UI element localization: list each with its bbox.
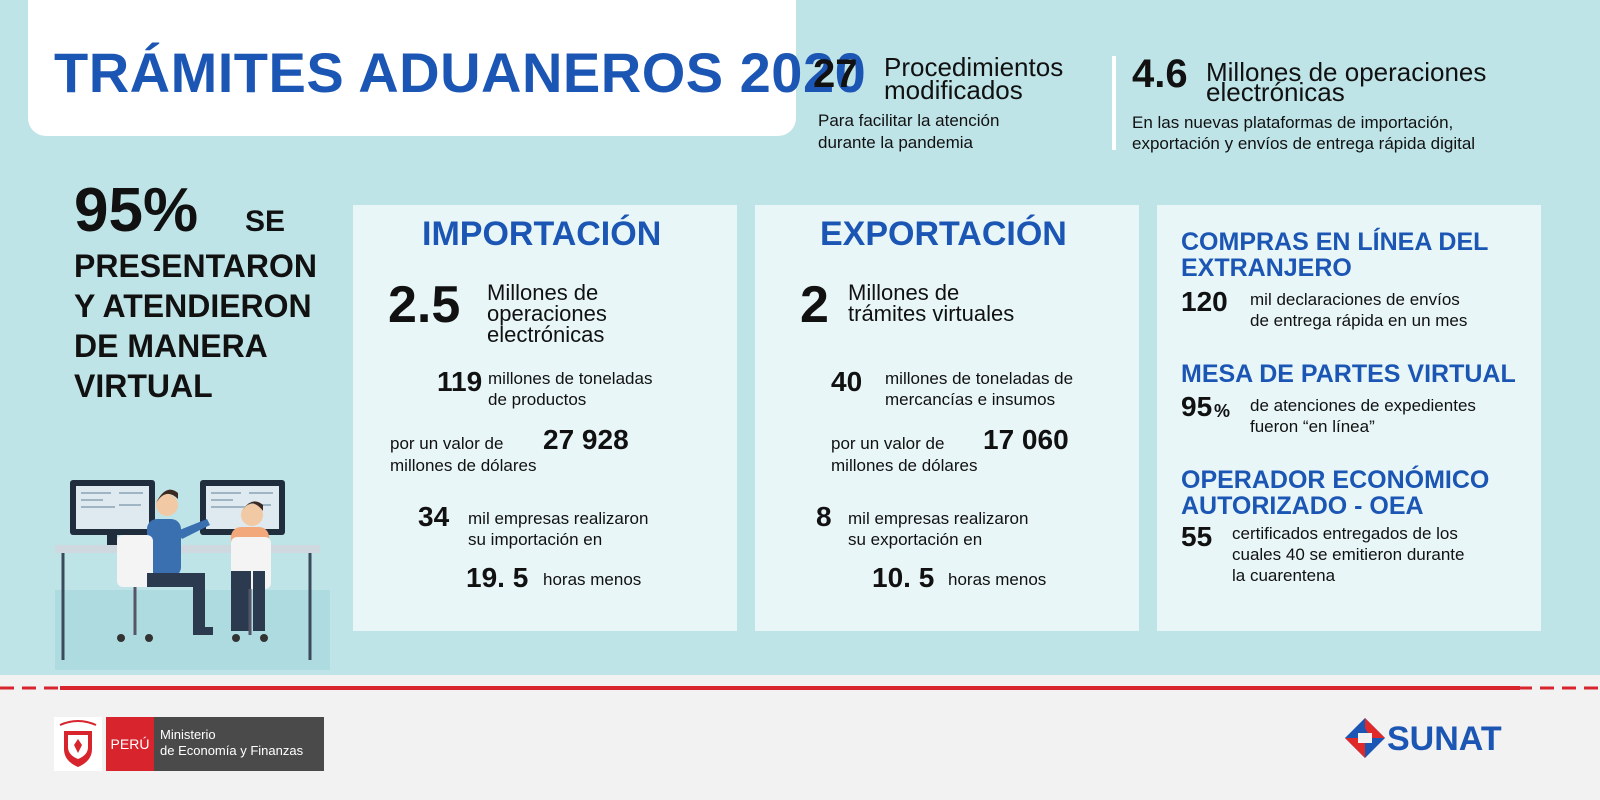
exportacion-value-number: 17 060 bbox=[983, 424, 1069, 455]
stats-divider bbox=[1112, 56, 1116, 150]
ministry-line: Ministerio bbox=[160, 727, 216, 742]
stat-procedures-number: 27 bbox=[813, 52, 858, 96]
importacion-hours-number: 19. 5 bbox=[466, 562, 529, 593]
sunat-wordmark: SUNAT bbox=[1387, 720, 1502, 758]
side-panel bbox=[1157, 205, 1541, 631]
oea-title: OPERADOR ECONÓMICO AUTORIZADO - OEA bbox=[1181, 467, 1489, 519]
stat-operations-label-1: Millones de operaciones bbox=[1206, 57, 1487, 87]
ministry-line: de Economía y Finanzas bbox=[160, 743, 304, 758]
sunat-emblem-icon bbox=[1345, 718, 1385, 758]
importacion-tons-number: 119 bbox=[437, 366, 483, 397]
exportacion-hours-number: 10. 5 bbox=[872, 562, 935, 593]
peru-coat-of-arms-icon bbox=[54, 717, 102, 771]
importacion-panel bbox=[353, 205, 737, 631]
exportacion-companies-line: su exportación en bbox=[848, 530, 983, 549]
importacion-companies-number: 34 bbox=[418, 501, 450, 532]
virtual-percent: 95% bbox=[74, 176, 199, 245]
virtual-line: PRESENTARON bbox=[74, 248, 317, 284]
oea-number: 55 bbox=[1181, 521, 1213, 552]
stat-operations-number: 4.6 bbox=[1132, 52, 1188, 96]
virtual-line: VIRTUAL bbox=[74, 368, 213, 404]
mesa-title: MESA DE PARTES VIRTUAL bbox=[1181, 360, 1516, 388]
compras-title: COMPRAS EN LÍNEA DEL EXTRANJERO bbox=[1181, 229, 1488, 281]
virtual-statement: PRESENTARON Y ATENDIERON DE MANERA VIRTU… bbox=[74, 246, 317, 406]
virtual-se: SE bbox=[245, 205, 286, 238]
title-card bbox=[28, 0, 796, 136]
oea-title-line: OPERADOR ECONÓMICO bbox=[1181, 466, 1490, 494]
importacion-big-number: 2.5 bbox=[388, 276, 461, 334]
importacion-tons-line: de productos bbox=[488, 390, 587, 409]
oea-line: certificados entregados de los bbox=[1232, 524, 1458, 543]
exportacion-companies-line: mil empresas realizaron bbox=[848, 509, 1029, 528]
importacion-big-label-line: operaciones bbox=[487, 301, 607, 326]
importacion-value-number: 27 928 bbox=[543, 424, 629, 455]
exportacion-panel bbox=[755, 205, 1139, 631]
stat-operations-note-1: En las nuevas plataformas de importación… bbox=[1132, 113, 1454, 132]
mesa-line: de atenciones de expedientes bbox=[1250, 396, 1476, 415]
stat-operations-label-2: electrónicas bbox=[1206, 77, 1345, 107]
importacion-big-label: Millones de operaciones electrónicas bbox=[487, 280, 607, 347]
importacion-companies-label: mil empresas realizaron su importación e… bbox=[468, 508, 648, 550]
oea-line: la cuarentena bbox=[1232, 566, 1336, 585]
mesa-percent: % bbox=[1214, 401, 1231, 421]
compras-title-line: EXTRANJERO bbox=[1181, 254, 1352, 282]
importacion-hours-label: horas menos bbox=[543, 570, 642, 589]
compras-number: 120 bbox=[1181, 286, 1228, 317]
importacion-value-prefix: por un valor de bbox=[390, 434, 504, 453]
compras-label: mil declaraciones de envíos de entrega r… bbox=[1250, 289, 1467, 331]
stat-procedures-note-1: Para facilitar la atención bbox=[818, 111, 1000, 130]
office-illustration bbox=[55, 475, 330, 670]
importacion-title: IMPORTACIÓN bbox=[422, 215, 662, 253]
stat-procedures-label-2: modificados bbox=[884, 75, 1023, 105]
peru-mef-logo: PERÚ Ministerio de Economía y Finanzas bbox=[54, 717, 324, 771]
mesa-line: fueron “en línea” bbox=[1250, 417, 1375, 436]
importacion-tons-label: millones de toneladas de productos bbox=[488, 368, 652, 410]
mesa-number: 95 bbox=[1181, 391, 1213, 422]
importacion-tons-line: millones de toneladas bbox=[488, 369, 653, 388]
ministry-name: Ministerio de Economía y Finanzas bbox=[160, 727, 303, 759]
peru-label: PERÚ bbox=[106, 717, 154, 771]
oea-title-line: AUTORIZADO - OEA bbox=[1181, 492, 1424, 520]
exportacion-tons-line: mercancías e insumos bbox=[885, 390, 1056, 409]
importacion-companies-line: mil empresas realizaron bbox=[468, 509, 649, 528]
exportacion-tons-line: millones de toneladas de bbox=[885, 369, 1074, 388]
exportacion-companies-number: 8 bbox=[816, 501, 832, 532]
oea-label: certificados entregados de los cuales 40… bbox=[1232, 523, 1464, 586]
stat-operations-note-2: exportación y envíos de entrega rápida d… bbox=[1132, 134, 1476, 153]
importacion-big-label-line: electrónicas bbox=[487, 322, 605, 347]
exportacion-value-suffix: millones de dólares bbox=[831, 456, 978, 475]
importacion-big-label-line: Millones de bbox=[487, 280, 599, 305]
stat-procedures-note-2: durante la pandemia bbox=[818, 133, 974, 152]
compras-line: mil declaraciones de envíos bbox=[1250, 290, 1460, 309]
exportacion-companies-label: mil empresas realizaron su exportación e… bbox=[848, 508, 1028, 550]
exportacion-big-number: 2 bbox=[800, 276, 829, 334]
oea-line: cuales 40 se emitieron durante bbox=[1232, 545, 1465, 564]
importacion-companies-line: su importación en bbox=[468, 530, 603, 549]
compras-title-line: COMPRAS EN LÍNEA DEL bbox=[1181, 228, 1489, 256]
exportacion-value-prefix: por un valor de bbox=[831, 434, 945, 453]
page-title: TRÁMITES ADUANEROS 2020 bbox=[54, 41, 867, 104]
exportacion-big-label-line: Millones de bbox=[848, 280, 960, 305]
exportacion-hours-label: horas menos bbox=[948, 570, 1047, 589]
exportacion-big-label-line: trámites virtuales bbox=[848, 301, 1015, 326]
ministry-box bbox=[154, 717, 324, 771]
exportacion-big-label: Millones de trámites virtuales bbox=[848, 280, 1015, 326]
stat-procedures-label-1: Procedimientos bbox=[884, 52, 1064, 82]
importacion-value-suffix: millones de dólares bbox=[390, 456, 537, 475]
footer-divider bbox=[0, 686, 1600, 690]
exportacion-tons-label: millones de toneladas de mercancías e in… bbox=[885, 368, 1073, 410]
virtual-line: DE MANERA bbox=[74, 328, 268, 364]
compras-line: de entrega rápida en un mes bbox=[1250, 311, 1468, 330]
mesa-label: de atenciones de expedientes fueron “en … bbox=[1250, 395, 1476, 437]
exportacion-title: EXPORTACIÓN bbox=[820, 215, 1067, 253]
virtual-line: Y ATENDIERON bbox=[74, 288, 312, 324]
exportacion-tons-number: 40 bbox=[831, 366, 863, 397]
